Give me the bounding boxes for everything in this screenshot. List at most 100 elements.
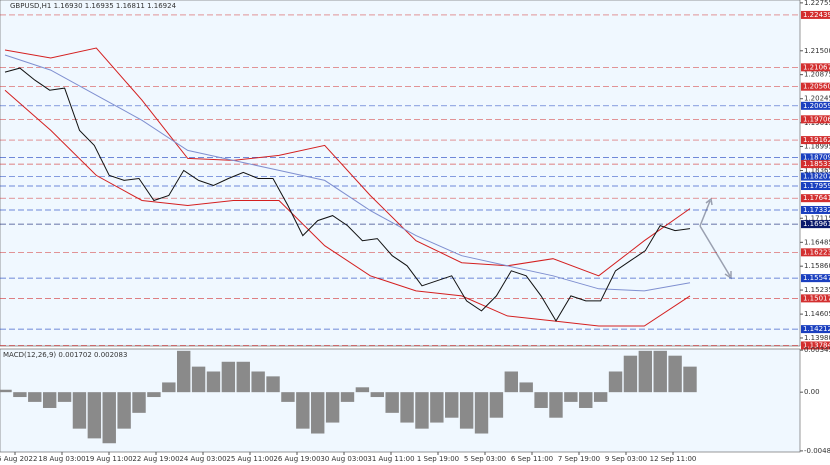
level-label: 1.15017	[803, 294, 830, 302]
level-label: 1.22439	[803, 11, 830, 19]
level-label: 1.17332	[803, 206, 830, 214]
level-label: 1.16223	[803, 248, 830, 256]
x-tick-label: 18 Aug 03:00	[38, 455, 85, 463]
level-label-box	[801, 205, 830, 214]
macd-bar	[266, 376, 280, 393]
level-label-box	[801, 325, 830, 334]
macd-bar	[0, 389, 12, 393]
macd-bar	[430, 392, 444, 423]
x-tick-label: 19 Aug 11:00	[85, 455, 132, 463]
level-label: 1.17641	[803, 194, 830, 202]
macd-bar	[400, 392, 414, 423]
level-label: 1.20560	[803, 83, 830, 91]
macd-bar	[236, 361, 250, 393]
macd-bar	[117, 392, 131, 429]
macd-bar	[176, 350, 191, 393]
level-label: 1.14212	[803, 325, 830, 333]
macd-bar	[668, 355, 682, 393]
macd-bar	[653, 350, 667, 393]
macd-title: MACD(12,26,9) 0.001702 0.002083	[3, 351, 127, 359]
y-tick-label: 1.16485	[804, 238, 830, 246]
macd-bar	[28, 392, 42, 402]
macd-bar	[683, 366, 697, 393]
x-tick-label: 7 Sep 19:00	[558, 455, 600, 463]
y-tick-label: -0.004829	[804, 447, 830, 455]
level-label-box	[801, 172, 830, 181]
macd-bar	[132, 392, 146, 413]
indicator-line	[4, 47, 691, 277]
level-label: 1.21067	[803, 63, 830, 71]
macd-bar	[355, 387, 370, 393]
price-panel	[0, 0, 801, 347]
level-label-box	[801, 63, 830, 72]
x-tick-label: 31 Aug 11:00	[367, 455, 414, 463]
x-tick-label: 6 Sep 11:00	[511, 455, 553, 463]
y-tick-label: 1.17115	[804, 214, 830, 222]
macd-bar	[489, 392, 504, 418]
level-label: 1.19706	[803, 115, 830, 123]
macd-bar	[415, 392, 429, 429]
x-tick-label: 24 Aug 03:00	[179, 455, 226, 463]
level-label-box	[801, 136, 830, 145]
level-label-box	[801, 82, 830, 91]
indicator-line	[4, 89, 691, 327]
level-label: 1.20059	[803, 102, 830, 110]
level-label: 1.18709	[803, 153, 830, 161]
level-label: 1.15547	[803, 274, 830, 282]
y-tick-label: 1.14605	[804, 310, 830, 318]
indicator-line	[4, 54, 691, 292]
macd-bar	[206, 371, 221, 393]
level-label-box	[801, 294, 830, 303]
y-tick-label: 1.18365	[804, 167, 830, 175]
macd-bar	[564, 392, 578, 402]
x-tick-label: 5 Sep 03:00	[464, 455, 506, 463]
macd-bar	[504, 371, 519, 393]
x-tick-label: 26 Aug 19:00	[273, 455, 320, 463]
macd-bar	[296, 392, 310, 429]
macd-bar	[311, 392, 325, 434]
level-label-box	[801, 248, 830, 257]
macd-bar	[593, 392, 608, 402]
macd-bar	[221, 361, 236, 393]
y-tick-label: 1.22755	[804, 0, 830, 7]
y-tick-label: 1.13980	[804, 334, 830, 342]
y-tick-label: 1.15860	[804, 262, 830, 270]
macd-bar	[162, 382, 176, 393]
macd-bar	[549, 392, 563, 418]
macd-bar	[325, 392, 340, 423]
x-tick-label: 1 Sep 19:00	[417, 455, 459, 463]
y-tick-label: 0.003458	[804, 346, 830, 354]
macd-bar	[519, 382, 533, 393]
y-tick-label: 1.18995	[804, 142, 830, 150]
macd-bar	[459, 392, 474, 429]
x-tick-label: 30 Aug 03:00	[320, 455, 367, 463]
x-tick-label: 22 Aug 19:00	[132, 455, 179, 463]
price-line	[4, 67, 691, 322]
macd-bar	[13, 392, 27, 398]
macd-bar	[370, 392, 384, 398]
level-label-box	[801, 274, 830, 283]
y-tick-label: 0.00	[804, 388, 820, 396]
level-label: 1.13784	[803, 341, 830, 349]
macd-bar	[579, 392, 593, 408]
macd-bar	[534, 392, 548, 408]
macd-bar	[251, 371, 265, 393]
macd-bar	[147, 392, 161, 398]
macd-bar	[474, 392, 489, 434]
macd-bar	[57, 392, 72, 402]
arrow-up	[699, 197, 713, 227]
level-label-box	[801, 182, 830, 191]
x-tick-label: 16 Aug 2022	[0, 455, 37, 463]
y-tick-label: 1.15235	[804, 286, 830, 294]
y-tick-label: 1.21500	[804, 47, 830, 55]
macd-bar	[42, 392, 57, 408]
x-tick-label: 12 Sep 11:00	[650, 455, 697, 463]
level-label-box	[801, 194, 830, 203]
macd-bar	[608, 371, 623, 393]
macd-bar	[623, 355, 638, 393]
macd-bar	[445, 392, 459, 418]
y-tick-label: 1.20875	[804, 71, 830, 79]
level-label-box	[801, 101, 830, 110]
level-label-box	[801, 153, 830, 162]
